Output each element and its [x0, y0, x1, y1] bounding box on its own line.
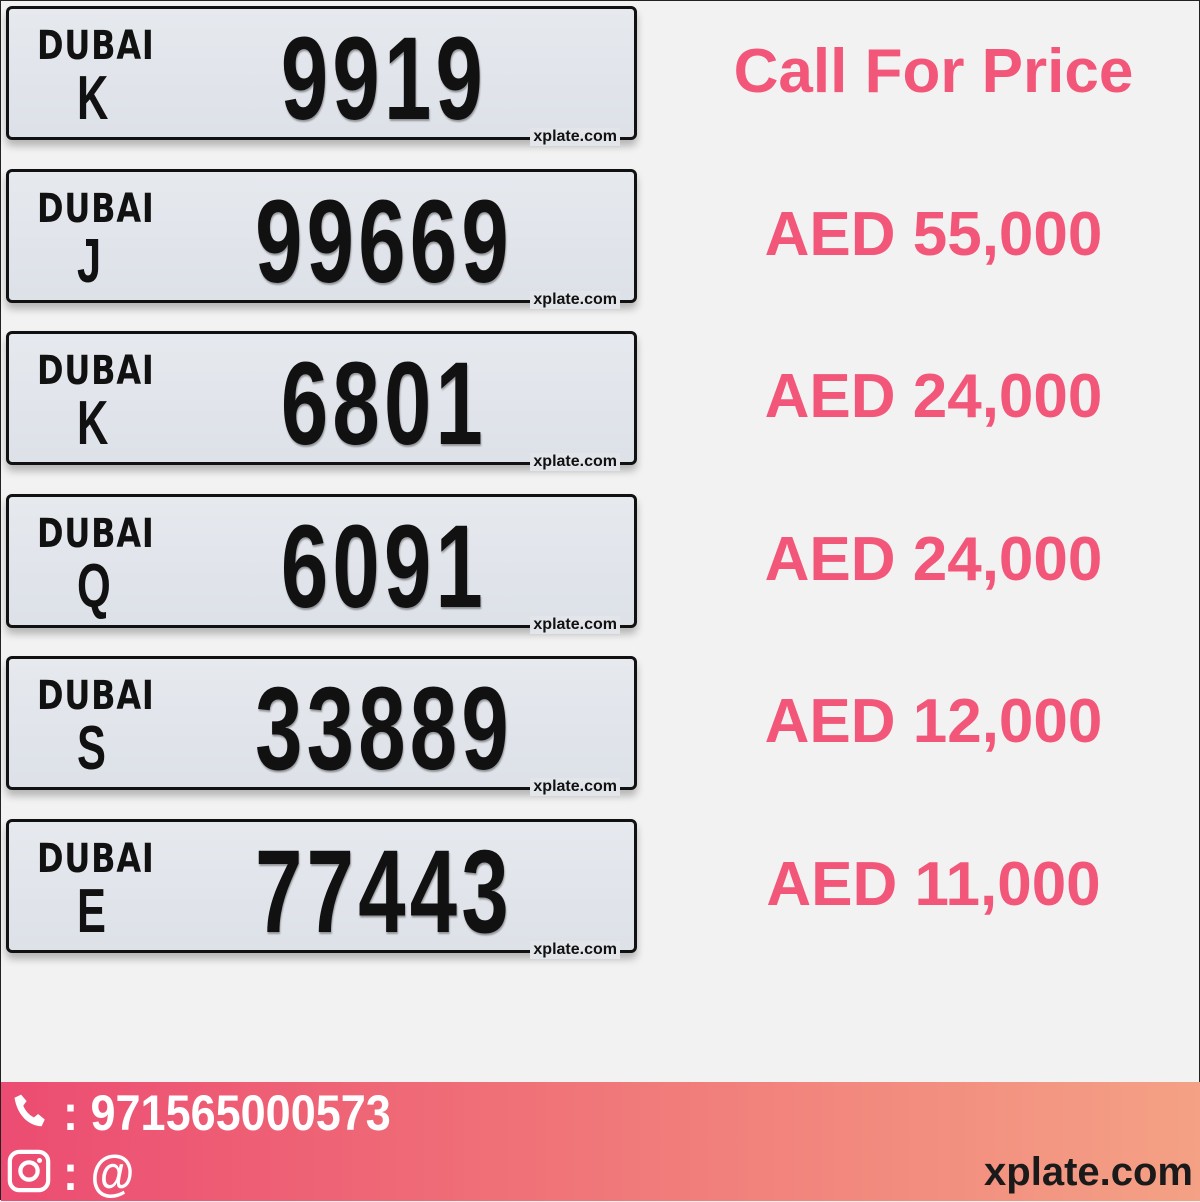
- site-logo: xplate.com: [984, 1150, 1193, 1194]
- plate-code: E: [77, 876, 106, 946]
- plate-number: 99669: [255, 175, 513, 308]
- plate-price: AED 24,000: [764, 524, 1103, 594]
- plate-price: AED 12,000: [764, 687, 1103, 756]
- plate-number: 77443: [255, 825, 513, 958]
- number-plate[interactable]: DUBAI K 6801 xplate.com: [6, 331, 637, 471]
- plate-watermark: xplate.com: [530, 128, 620, 146]
- plate-number: 9919: [280, 13, 488, 145]
- number-plate[interactable]: DUBAI K 9919 xplate.com: [6, 6, 637, 146]
- number-plate[interactable]: DUBAI S 33889 xplate.com: [6, 656, 637, 796]
- plate-number: 6091: [280, 500, 488, 633]
- emirate-logo: DUBAI: [37, 510, 155, 557]
- plate-watermark: xplate.com: [530, 615, 620, 634]
- instagram-handle[interactable]: : @: [63, 1145, 135, 1201]
- plate-code: S: [77, 714, 106, 783]
- plate-number: 33889: [255, 663, 513, 795]
- plate-number: 6801: [280, 338, 488, 470]
- plate-price: AED 24,000: [764, 362, 1103, 431]
- contact-footer: : 971565000573 : @ xplate.com: [1, 1082, 1200, 1201]
- plate-price: AED 11,000: [766, 849, 1101, 919]
- plate-code: K: [77, 64, 109, 133]
- number-plate[interactable]: DUBAI J 99669 xplate.com: [6, 168, 637, 309]
- plate-code: Q: [77, 551, 111, 621]
- plate-price: Call For Price: [733, 37, 1134, 106]
- plate-code: K: [77, 389, 109, 458]
- plate-price: AED 55,000: [764, 199, 1103, 269]
- emirate-logo: DUBAI: [37, 348, 155, 394]
- number-plate[interactable]: DUBAI E 77443 xplate.com: [6, 818, 637, 959]
- emirate-logo: DUBAI: [37, 673, 155, 719]
- plate-watermark: xplate.com: [530, 453, 620, 471]
- emirate-logo: DUBAI: [37, 835, 155, 882]
- phone-icon: [14, 1094, 45, 1127]
- plate-watermark: xplate.com: [530, 290, 620, 309]
- instagram-icon: [7, 1149, 51, 1193]
- plate-watermark: xplate.com: [530, 940, 620, 959]
- number-plate[interactable]: DUBAI Q 6091 xplate.com: [6, 493, 637, 634]
- emirate-logo: DUBAI: [37, 23, 155, 69]
- plate-watermark: xplate.com: [530, 778, 620, 796]
- emirate-logo: DUBAI: [37, 185, 155, 232]
- phone-number[interactable]: : 971565000573: [63, 1085, 391, 1141]
- plate-code: J: [77, 226, 102, 296]
